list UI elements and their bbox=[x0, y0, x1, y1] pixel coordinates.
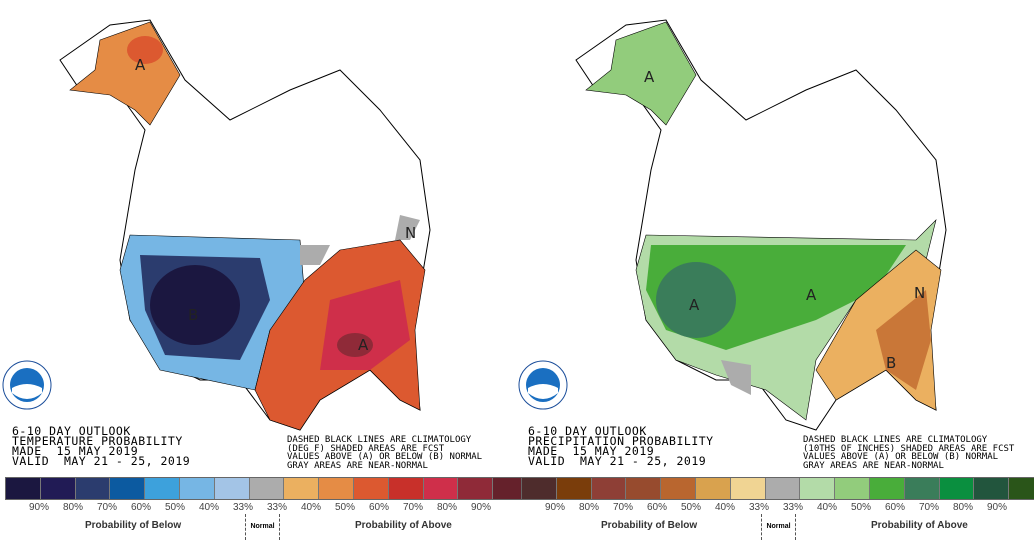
legend-tick: 90% bbox=[28, 502, 50, 513]
alaska-above-area bbox=[585, 21, 697, 126]
legend-tick: 40% bbox=[816, 502, 838, 513]
legend-tick: 80% bbox=[578, 502, 600, 513]
above-label: Probability of Above bbox=[871, 520, 968, 531]
legend-swatch bbox=[458, 478, 494, 499]
legend-tick: 40% bbox=[714, 502, 736, 513]
legend-swatch bbox=[591, 478, 627, 499]
legend-swatch bbox=[40, 478, 76, 499]
legend-swatch bbox=[423, 478, 459, 499]
legend-swatch bbox=[939, 478, 975, 499]
noaa-logo bbox=[2, 360, 52, 410]
legend-swatch bbox=[353, 478, 389, 499]
map-label-a: A bbox=[689, 296, 700, 314]
legend-swatch bbox=[626, 478, 662, 499]
normal-label: Normal bbox=[245, 514, 280, 540]
legend-swatch bbox=[1009, 478, 1034, 499]
legend-swatch bbox=[904, 478, 940, 499]
legend-swatch bbox=[835, 478, 870, 499]
below-label: Probability of Below bbox=[85, 520, 182, 531]
map-label-a: A bbox=[135, 56, 146, 74]
legend-tick: 50% bbox=[164, 502, 186, 513]
normal-label: Normal bbox=[761, 514, 796, 540]
map-label-n: N bbox=[405, 224, 416, 242]
above-label: Probability of Above bbox=[355, 520, 452, 531]
legend-tick: 40% bbox=[300, 502, 322, 513]
legend-swatch bbox=[179, 478, 215, 499]
legend-tick: 33% bbox=[748, 502, 770, 513]
precipitation-notes: DASHED BLACK LINES ARE CLIMATOLOGY (10THS… bbox=[803, 435, 1015, 471]
precipitation-panel: A A A B N 6-10 DAY OUTLOOK PRECIPITATION … bbox=[516, 0, 1034, 544]
legend-swatch bbox=[6, 478, 41, 499]
legend-tick: 80% bbox=[952, 502, 974, 513]
temperature-legend-ticks: 90% 80% 70% 60% 50% 40% 33% 33% 40% 50% 60% 70% 80% 9… bbox=[5, 502, 513, 516]
legend-swatch bbox=[75, 478, 111, 499]
precipitation-legend-ticks: 90% 80% 70% 60% 50% 40% 33% 33% 40% 50% 60% 70% 80% 9… bbox=[521, 502, 1029, 516]
precipitation-header: 6-10 DAY OUTLOOK PRECIPITATION PROBABILIT… bbox=[528, 424, 714, 468]
legend-tick: 90% bbox=[986, 502, 1008, 513]
legend-swatch bbox=[661, 478, 696, 499]
legend-swatch bbox=[319, 478, 354, 499]
temperature-header: 6-10 DAY OUTLOOK TEMPERATURE PROBABILITY M… bbox=[12, 424, 191, 468]
precipitation-legend-bar bbox=[521, 477, 1034, 500]
temperature-notes: DASHED BLACK LINES ARE CLIMATOLOGY (DEG F… bbox=[287, 435, 483, 471]
legend-tick: 33% bbox=[266, 502, 288, 513]
legend-tick: 80% bbox=[62, 502, 84, 513]
legend-tick: 90% bbox=[470, 502, 492, 513]
legend-swatch bbox=[765, 478, 801, 499]
map-label-a: A bbox=[806, 286, 817, 304]
legend-tick: 70% bbox=[612, 502, 634, 513]
temperature-map: A B A N bbox=[59, 19, 431, 431]
legend-tick: 33% bbox=[782, 502, 804, 513]
legend-tick: 60% bbox=[368, 502, 390, 513]
legend-tick: 70% bbox=[402, 502, 424, 513]
noaa-logo bbox=[518, 360, 568, 410]
legend-tick: 50% bbox=[680, 502, 702, 513]
legend-swatch bbox=[249, 478, 285, 499]
legend-tick: 50% bbox=[850, 502, 872, 513]
temperature-legend-bar bbox=[5, 477, 529, 500]
legend-swatch bbox=[869, 478, 905, 499]
map-label-b: B bbox=[188, 306, 198, 324]
legend-swatch bbox=[695, 478, 731, 499]
legend-tick: 50% bbox=[334, 502, 356, 513]
legend-tick: 60% bbox=[884, 502, 906, 513]
legend-tick: 33% bbox=[232, 502, 254, 513]
legend-swatch bbox=[110, 478, 146, 499]
legend-swatch bbox=[800, 478, 836, 499]
precipitation-map: A A A B N bbox=[575, 19, 947, 431]
legend-tick: 70% bbox=[96, 502, 118, 513]
legend-tick: 60% bbox=[130, 502, 152, 513]
legend-tick: 40% bbox=[198, 502, 220, 513]
legend-tick: 90% bbox=[544, 502, 566, 513]
map-label-b: B bbox=[886, 354, 896, 372]
legend-tick: 70% bbox=[918, 502, 940, 513]
legend-swatch bbox=[974, 478, 1010, 499]
legend-swatch bbox=[522, 478, 557, 499]
legend-tick: 60% bbox=[646, 502, 668, 513]
legend-swatch bbox=[730, 478, 766, 499]
map-label-n: N bbox=[914, 284, 925, 302]
legend-swatch bbox=[388, 478, 424, 499]
legend-swatch bbox=[214, 478, 250, 499]
legend-swatch bbox=[145, 478, 180, 499]
legend-swatch bbox=[556, 478, 592, 499]
map-label-a: A bbox=[644, 68, 655, 86]
map-label-a: A bbox=[358, 336, 369, 354]
temperature-panel: A B A N 6-10 DAY OUTLOOK TEMPERATURE PROB… bbox=[2, 19, 529, 540]
legend-swatch bbox=[284, 478, 320, 499]
below-label: Probability of Below bbox=[601, 520, 698, 531]
legend-tick: 80% bbox=[436, 502, 458, 513]
